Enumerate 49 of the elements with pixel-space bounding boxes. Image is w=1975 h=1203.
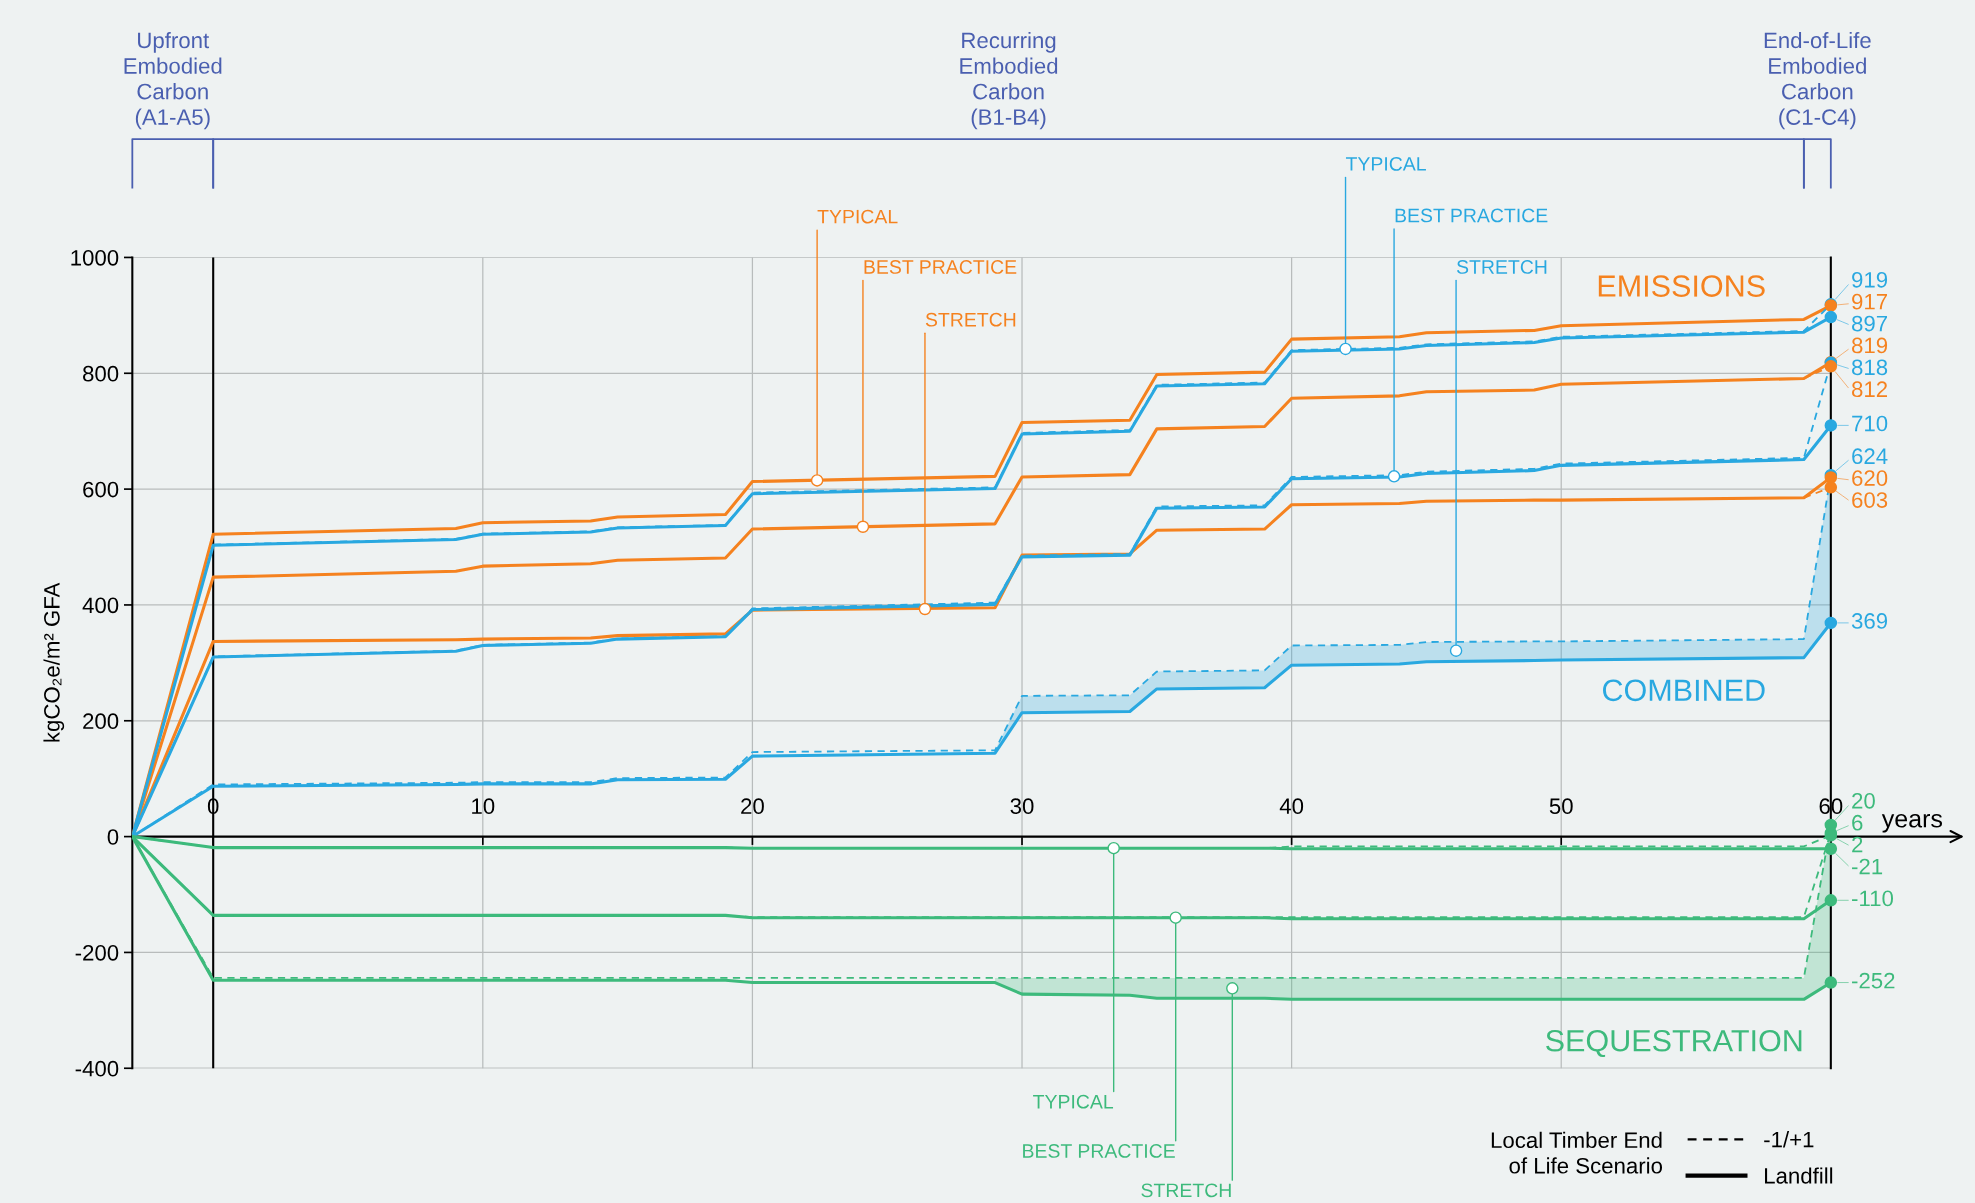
text: Upfront Embodied Carbon (A1-A5)	[124, 32, 222, 130]
annotation: BEST PRACTICE	[864, 260, 1017, 274]
text: End-of-Life Embodied Carbon (C1-C4)	[1764, 31, 1871, 130]
x-tick-label: 30	[1010, 798, 1034, 815]
data-label: -21	[1852, 858, 1883, 875]
data-label: 818	[1852, 359, 1888, 376]
annotation: COMBINED	[1603, 679, 1765, 702]
x-axis-title: years	[1881, 813, 1943, 833]
y-axis-title: kgCO₂e/m² GFA	[43, 582, 65, 742]
data-label: 812	[1852, 381, 1888, 398]
data-label: -252	[1852, 972, 1895, 989]
annotation: STRETCH	[1456, 260, 1547, 274]
y-tick-label: 400	[82, 597, 119, 614]
annotation: BEST PRACTICE	[1395, 208, 1548, 223]
annotation: TYPICAL	[1033, 1094, 1114, 1109]
data-label: 917	[1852, 293, 1888, 310]
y-tick-label: -400	[75, 1060, 119, 1077]
data-label: 897	[1852, 315, 1888, 332]
legend-title: Local Timber End of Life Scenario	[1491, 1131, 1663, 1174]
x-tick-label: 40	[1279, 798, 1304, 815]
annotation: TYPICAL	[1345, 157, 1426, 171]
annotation: SEQUESTRATION	[1546, 1029, 1802, 1058]
x-tick-label: 10	[472, 798, 495, 815]
x-tick-label: 50	[1549, 798, 1573, 815]
data-label: 6	[1852, 814, 1863, 831]
data-label: 369	[1851, 613, 1888, 629]
data-label: 603	[1852, 492, 1888, 508]
data-label: -110	[1852, 890, 1894, 907]
data-label: 620	[1852, 470, 1888, 486]
text: -1/+1	[1764, 1131, 1814, 1148]
annotation: STRETCH	[925, 312, 1016, 327]
data-label: 819	[1852, 337, 1888, 354]
data-label: 710	[1852, 415, 1888, 432]
annotation: EMISSIONS	[1598, 275, 1765, 297]
x-tick-label: 20	[741, 798, 764, 815]
y-tick-label: -200	[75, 944, 119, 961]
text: Landfill	[1765, 1167, 1833, 1184]
text: Recurring Embodied Carbon (B1-B4)	[960, 31, 1058, 130]
y-tick-label: 0	[107, 829, 119, 845]
data-label: 919	[1852, 271, 1888, 288]
y-tick-label: 200	[83, 713, 119, 730]
data-label: 2	[1852, 836, 1863, 853]
y-tick-label: 800	[83, 365, 119, 382]
y-tick-label: 600	[83, 481, 119, 498]
annotation: STRETCH	[1141, 1183, 1231, 1198]
data-label: 624	[1852, 448, 1888, 465]
y-tick-label: 1000	[71, 249, 119, 266]
annotation: BEST PRACTICE	[1023, 1144, 1175, 1158]
annotation: TYPICAL	[817, 209, 898, 224]
